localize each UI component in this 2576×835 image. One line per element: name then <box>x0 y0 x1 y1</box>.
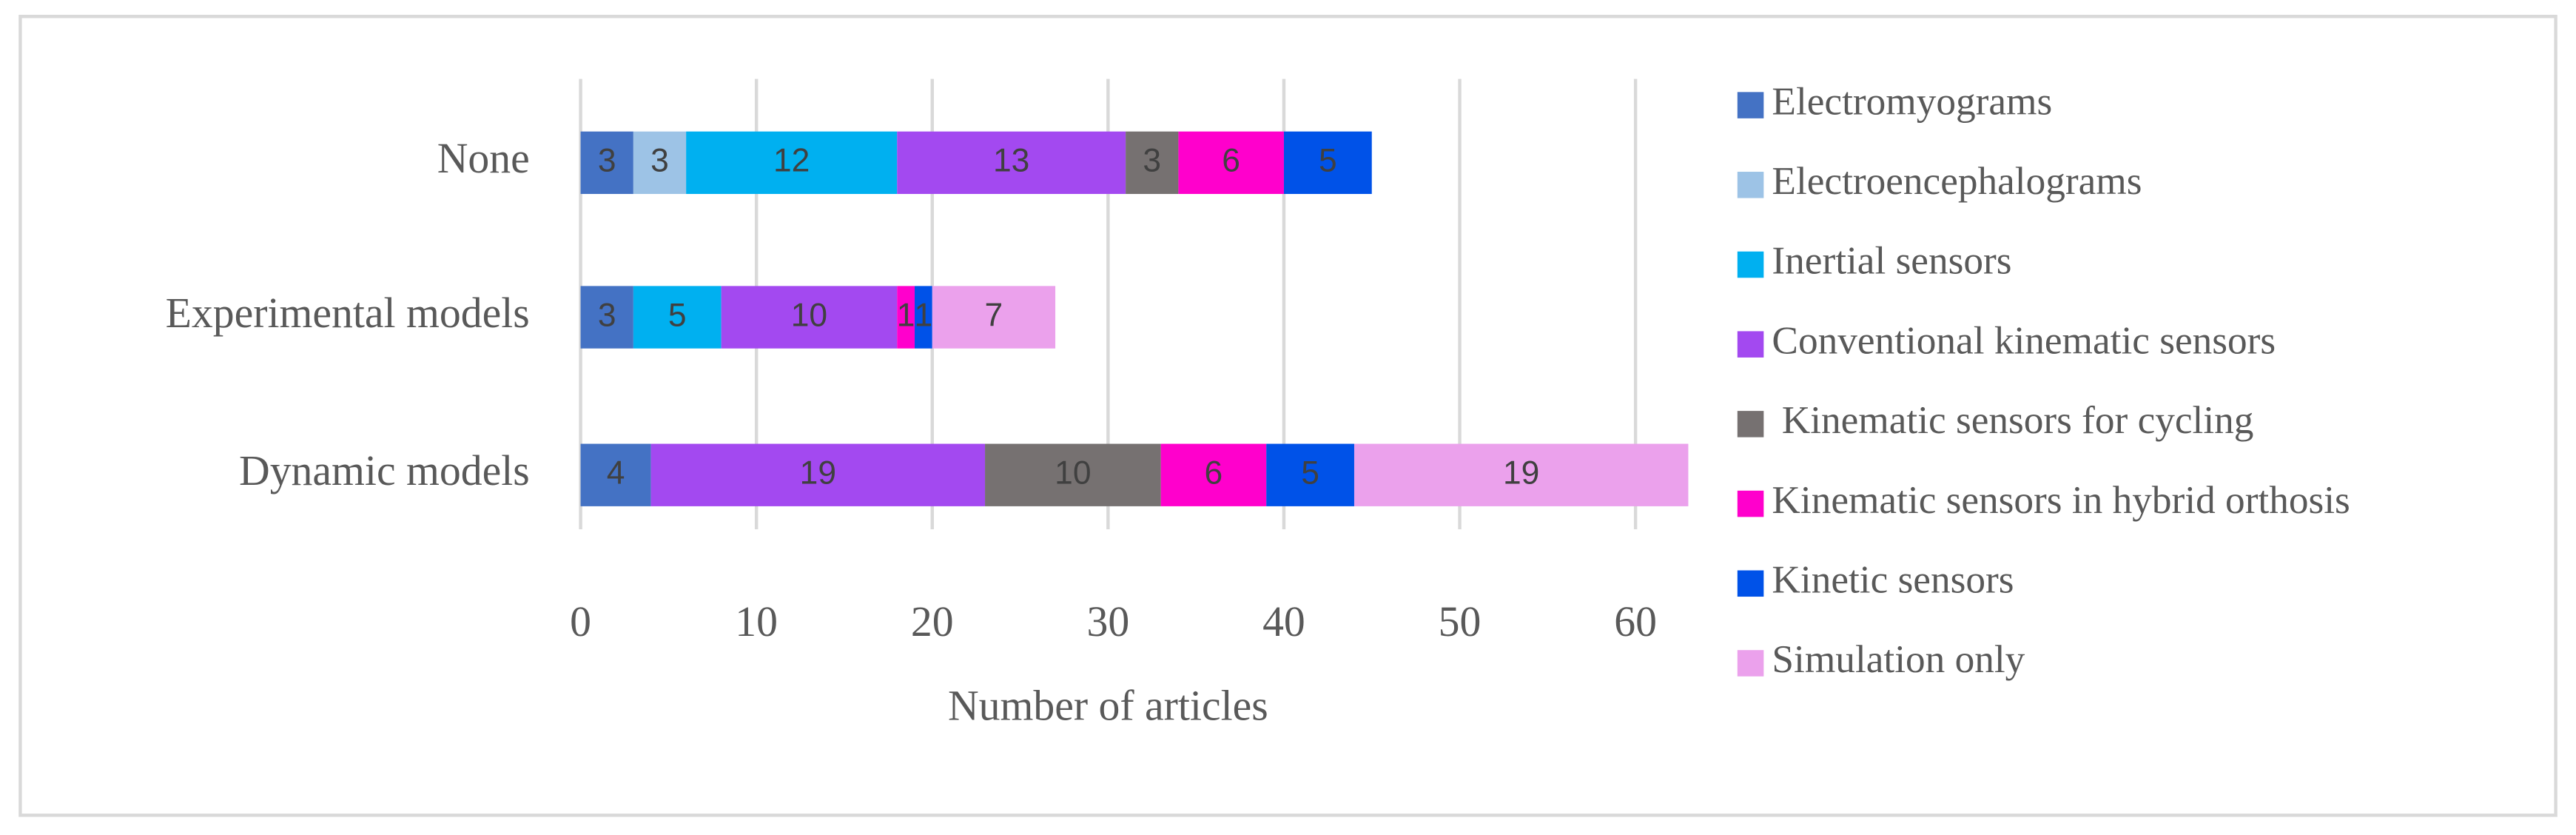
data-label: 19 <box>800 455 836 491</box>
bar-segment <box>686 131 898 195</box>
bar-segment <box>580 131 633 195</box>
bar-segment <box>1178 131 1284 195</box>
data-label: 5 <box>1319 143 1337 179</box>
data-label: 5 <box>1301 455 1319 491</box>
legend-swatch <box>1737 331 1764 358</box>
bar-segment <box>985 443 1161 506</box>
legend-label: Conventional kinematic sensors <box>1772 318 2276 362</box>
data-label: 5 <box>668 297 687 333</box>
x-tick-label: 50 <box>1439 599 1482 645</box>
data-label: 10 <box>1055 455 1091 491</box>
x-tick-label: 10 <box>735 599 778 645</box>
bar-segment <box>932 286 1056 349</box>
legend-swatch <box>1737 650 1764 677</box>
bar-segment <box>1160 443 1267 506</box>
data-label: 3 <box>1143 143 1161 179</box>
legend-label: Inertial sensors <box>1772 239 2011 283</box>
legend-label: Kinematic sensors for cycling <box>1772 398 2253 442</box>
legend-label: Kinetic sensors <box>1772 558 2014 602</box>
bar-segment <box>897 131 1126 195</box>
x-tick-label: 30 <box>1086 599 1129 645</box>
legend-swatch <box>1737 411 1764 437</box>
data-label: 7 <box>985 297 1003 333</box>
data-label: 1 <box>897 297 915 333</box>
data-label: 6 <box>1222 143 1240 179</box>
bar-segment <box>915 286 932 349</box>
data-label: 6 <box>1205 455 1223 491</box>
legend-label: Kinematic sensors in hybrid orthosis <box>1772 478 2350 522</box>
bar-segment <box>580 286 633 349</box>
legend-swatch <box>1737 490 1764 517</box>
y-tick-label: Dynamic models <box>239 448 530 494</box>
x-tick-label: 60 <box>1614 599 1657 645</box>
data-label: 19 <box>1503 455 1539 491</box>
x-axis-title: Number of articles <box>948 683 1268 729</box>
data-label: 1 <box>915 297 933 333</box>
legend-label: Electroencephalograms <box>1772 159 2142 203</box>
data-label: 13 <box>993 143 1029 179</box>
data-label: 3 <box>650 143 669 179</box>
bar-segment <box>580 443 651 506</box>
bar-segment <box>1353 443 1689 506</box>
bar-segment <box>633 131 687 195</box>
bar-segment <box>1126 131 1179 195</box>
bar-segment <box>897 286 915 349</box>
legend-swatch <box>1737 172 1764 198</box>
bar-segment <box>650 443 986 506</box>
data-label: 3 <box>598 297 616 333</box>
data-label: 3 <box>598 143 616 179</box>
bar-segment <box>1266 443 1354 506</box>
legend-label: Simulation only <box>1772 637 2025 681</box>
bar-segment <box>633 286 722 349</box>
y-tick-label: None <box>437 135 530 182</box>
data-label: 12 <box>773 143 810 179</box>
x-tick-label: 20 <box>911 599 954 645</box>
x-tick-label: 40 <box>1262 599 1305 645</box>
bar-segment <box>1283 131 1372 195</box>
legend-label: Electromyograms <box>1772 79 2052 123</box>
y-tick-label: Experimental models <box>166 290 530 337</box>
data-label: 4 <box>607 455 625 491</box>
legend: Electromyograms Electroencephalograms Iner… <box>1737 79 2350 681</box>
legend-swatch <box>1737 251 1764 278</box>
bar-segment <box>721 286 898 349</box>
legend-swatch <box>1737 570 1764 597</box>
legend-swatch <box>1737 92 1764 118</box>
data-label: 10 <box>791 297 827 333</box>
chart-border <box>19 14 2557 817</box>
x-tick-label: 0 <box>570 599 591 645</box>
